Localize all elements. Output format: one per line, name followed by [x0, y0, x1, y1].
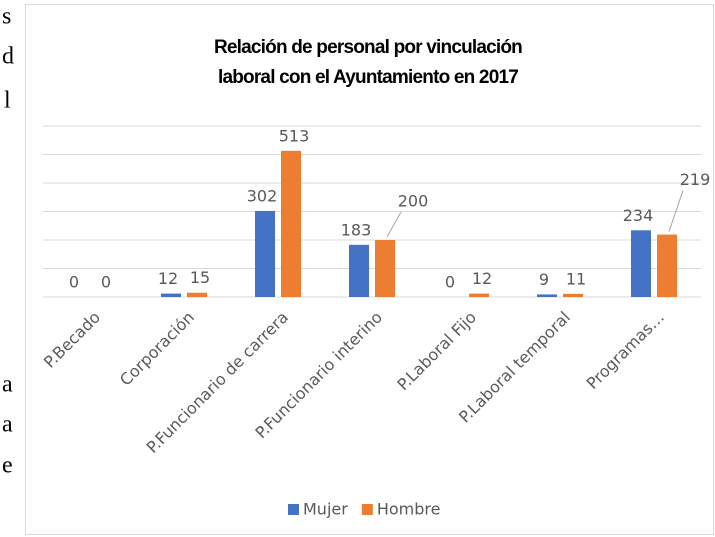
bar	[631, 230, 651, 297]
data-label: 234	[623, 206, 654, 225]
chart-title: laboral con el Ayuntamiento en 2017	[218, 67, 518, 88]
legend-label: Mujer	[303, 500, 348, 519]
data-label: 513	[279, 126, 310, 145]
data-label: 11	[566, 269, 586, 288]
bar	[375, 240, 395, 297]
bar	[469, 293, 489, 297]
bar	[537, 294, 557, 297]
page-fragment: a	[2, 372, 13, 398]
bar	[563, 293, 583, 297]
bar	[255, 210, 275, 297]
data-label: 183	[341, 220, 372, 239]
legend-swatch	[361, 504, 373, 515]
legend-label: Hombre	[377, 500, 441, 519]
data-label: 200	[398, 192, 429, 211]
data-label: 9	[539, 270, 549, 289]
page-fragment: d	[2, 44, 14, 70]
leader-line	[386, 211, 402, 238]
page-fragment: s	[2, 4, 11, 30]
bar	[187, 292, 207, 297]
data-label: 0	[101, 273, 111, 292]
data-label: 219	[680, 170, 711, 189]
chart-frame	[25, 4, 714, 535]
bar	[281, 150, 301, 297]
data-label: 12	[472, 269, 492, 288]
data-label: 15	[190, 268, 210, 287]
page-fragment: a	[2, 412, 13, 438]
page-fragment: e	[2, 453, 13, 479]
legend-swatch	[288, 504, 299, 515]
data-label: 302	[247, 186, 278, 205]
bar	[161, 293, 181, 297]
leader-line	[668, 190, 684, 232]
data-label: 0	[445, 273, 455, 292]
page-fragment: l	[4, 88, 11, 114]
data-label: 12	[158, 269, 178, 288]
bar	[657, 234, 677, 297]
bar	[349, 244, 369, 297]
data-label: 0	[69, 273, 79, 292]
chart-title: Relación de personal por vinculación	[214, 37, 522, 58]
